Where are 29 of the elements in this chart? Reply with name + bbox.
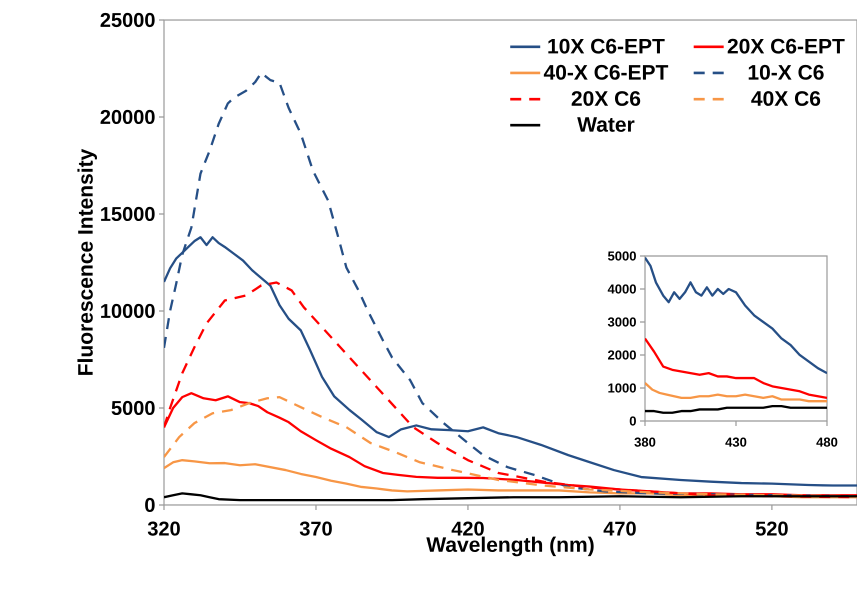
legend-label: 40X C6 [751, 91, 820, 106]
y-tick-label: 10000 [101, 304, 155, 318]
legend-label: 20X C6 [572, 91, 640, 106]
x-tick-label: 320 [148, 522, 180, 536]
y-tick-label: 25000 [100, 12, 155, 28]
legend-label: 40-X C6-EPT [544, 64, 668, 80]
legend-label: 10-X C6 [748, 64, 824, 80]
x-tick-label: 380 [634, 438, 656, 447]
y-tick-label: 2000 [608, 350, 636, 360]
legend-label: 10X C6-EPT [548, 38, 665, 54]
y-tick-label: 1000 [608, 383, 636, 393]
y-axis-title: Fluorescence Intensity [77, 148, 97, 375]
x-tick-label: 370 [300, 522, 332, 536]
y-tick-label: 0 [630, 416, 636, 426]
y-tick-label: 5000 [608, 251, 636, 261]
y-tick-label: 4000 [608, 284, 636, 294]
x-tick-label: 470 [604, 522, 636, 536]
x-axis-title: Wavelength (nm) [426, 536, 594, 556]
y-tick-label: 0 [145, 498, 155, 512]
legend-label: 20X C6-EPT [728, 38, 845, 54]
y-tick-label: 20000 [100, 110, 155, 124]
y-tick-label: 5000 [112, 400, 155, 416]
x-tick-label: 430 [725, 438, 746, 447]
y-tick-label: 15000 [101, 206, 155, 222]
legend-label: Water [577, 117, 634, 132]
x-tick-label: 520 [756, 522, 788, 536]
x-tick-label: 480 [816, 438, 838, 447]
x-tick-label: 420 [452, 522, 484, 536]
y-tick-label: 3000 [608, 317, 636, 327]
